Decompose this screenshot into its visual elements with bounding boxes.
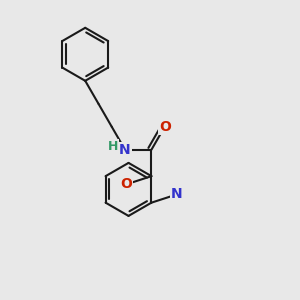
- Text: N: N: [171, 188, 182, 202]
- Text: H: H: [108, 140, 119, 153]
- Text: N: N: [119, 143, 131, 157]
- Text: O: O: [120, 177, 132, 191]
- Text: O: O: [159, 120, 171, 134]
